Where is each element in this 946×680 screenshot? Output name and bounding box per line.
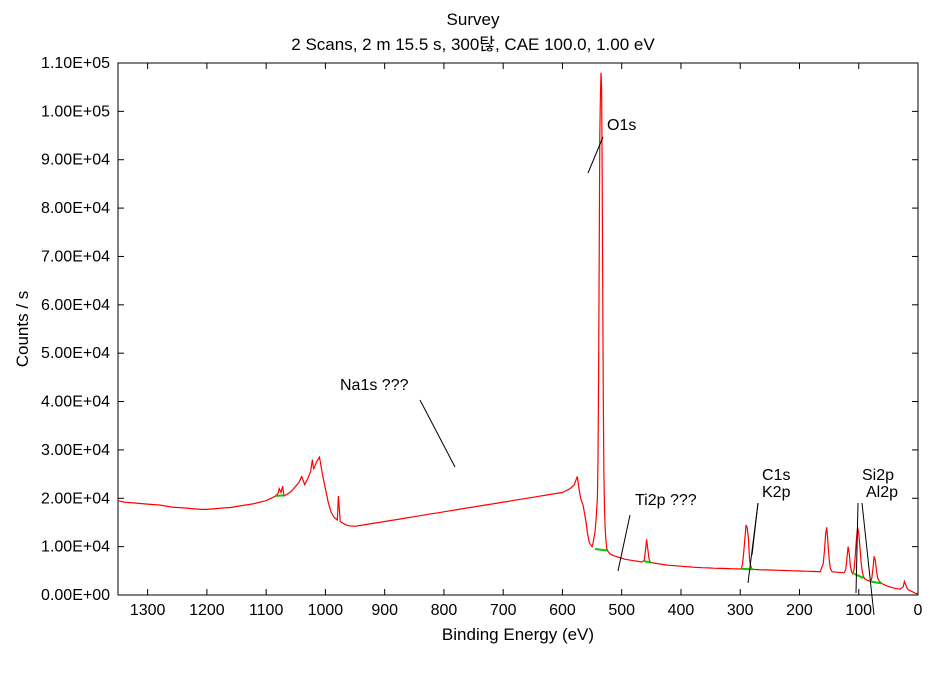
svg-text:5.00E+04: 5.00E+04 xyxy=(41,345,110,362)
svg-text:600: 600 xyxy=(549,602,576,619)
svg-text:700: 700 xyxy=(490,602,517,619)
svg-text:4.00E+04: 4.00E+04 xyxy=(41,394,110,411)
svg-text:8.00E+04: 8.00E+04 xyxy=(41,200,110,217)
svg-text:0.00E+00: 0.00E+00 xyxy=(41,587,110,604)
chart-subtitle: 2 Scans, 2 m 15.5 s, 300탆, CAE 100.0, 1.… xyxy=(0,30,946,55)
svg-text:800: 800 xyxy=(431,602,458,619)
svg-text:1000: 1000 xyxy=(308,602,344,619)
svg-text:Na1s ???: Na1s ??? xyxy=(340,377,409,394)
svg-text:Al2p: Al2p xyxy=(866,484,898,501)
svg-text:1.10E+05: 1.10E+05 xyxy=(41,55,110,72)
svg-text:500: 500 xyxy=(608,602,635,619)
svg-text:2.00E+04: 2.00E+04 xyxy=(41,490,110,507)
svg-text:1200: 1200 xyxy=(189,602,225,619)
svg-text:Binding Energy (eV): Binding Energy (eV) xyxy=(442,625,594,644)
svg-text:1.00E+04: 1.00E+04 xyxy=(41,539,110,556)
svg-text:400: 400 xyxy=(668,602,695,619)
svg-text:O1s: O1s xyxy=(607,117,636,134)
svg-text:9.00E+04: 9.00E+04 xyxy=(41,152,110,169)
svg-text:300: 300 xyxy=(727,602,754,619)
svg-text:Counts / s: Counts / s xyxy=(13,291,32,368)
svg-text:100: 100 xyxy=(845,602,872,619)
svg-text:Si2p: Si2p xyxy=(862,467,894,484)
svg-text:6.00E+04: 6.00E+04 xyxy=(41,297,110,314)
svg-text:0: 0 xyxy=(914,602,923,619)
svg-text:Ti2p ???: Ti2p ??? xyxy=(635,492,697,509)
svg-text:900: 900 xyxy=(371,602,398,619)
svg-text:C1s: C1s xyxy=(762,467,790,484)
chart-svg: 0.00E+00 1.00E+04 2.00E+04 3.00E+04 4.00E+04… xyxy=(0,55,946,675)
svg-text:7.00E+04: 7.00E+04 xyxy=(41,248,110,265)
svg-text:1100: 1100 xyxy=(249,602,284,619)
svg-text:200: 200 xyxy=(786,602,813,619)
svg-text:K2p: K2p xyxy=(762,484,791,501)
xps-survey-chart: Survey 2 Scans, 2 m 15.5 s, 300탆, CAE 10… xyxy=(0,0,946,665)
svg-text:3.00E+04: 3.00E+04 xyxy=(41,442,110,459)
svg-text:1300: 1300 xyxy=(130,602,166,619)
chart-title: Survey xyxy=(0,10,946,30)
svg-text:1.00E+05: 1.00E+05 xyxy=(41,103,110,120)
